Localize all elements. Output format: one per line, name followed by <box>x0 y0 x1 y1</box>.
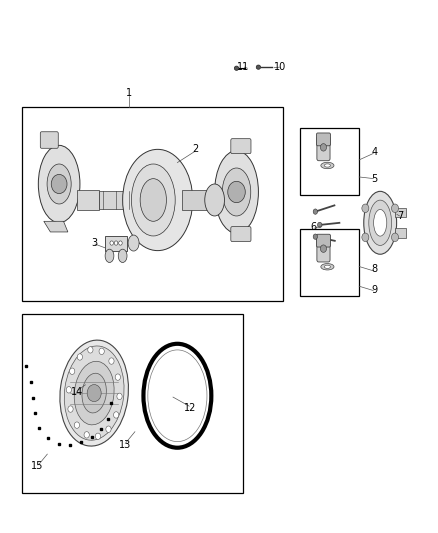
Bar <box>105 236 127 251</box>
Circle shape <box>74 422 80 429</box>
Bar <box>395 208 406 217</box>
Text: 10: 10 <box>274 62 286 71</box>
Circle shape <box>87 385 101 402</box>
FancyBboxPatch shape <box>317 237 330 262</box>
Ellipse shape <box>60 340 128 446</box>
Circle shape <box>115 374 120 381</box>
Circle shape <box>117 393 122 400</box>
Circle shape <box>392 233 399 241</box>
Circle shape <box>392 204 399 213</box>
Ellipse shape <box>74 361 114 425</box>
Text: 2: 2 <box>192 144 198 154</box>
Ellipse shape <box>369 200 392 245</box>
Ellipse shape <box>222 168 251 216</box>
Ellipse shape <box>148 350 207 441</box>
Bar <box>99 191 158 209</box>
Text: 11: 11 <box>237 62 249 71</box>
Text: 15: 15 <box>31 462 43 471</box>
Ellipse shape <box>82 373 106 413</box>
FancyBboxPatch shape <box>316 133 330 146</box>
Circle shape <box>228 181 245 203</box>
Circle shape <box>99 348 104 354</box>
Circle shape <box>114 241 118 245</box>
Bar <box>188 192 226 208</box>
Ellipse shape <box>128 235 139 251</box>
Text: 1: 1 <box>126 88 132 98</box>
Bar <box>22 107 283 301</box>
FancyBboxPatch shape <box>40 132 58 148</box>
Bar <box>77 190 99 209</box>
Circle shape <box>95 433 101 440</box>
Text: 14: 14 <box>71 387 83 397</box>
Circle shape <box>70 368 75 374</box>
Circle shape <box>321 245 326 252</box>
Text: 13: 13 <box>119 440 131 450</box>
Ellipse shape <box>256 65 261 69</box>
Circle shape <box>88 346 93 353</box>
Polygon shape <box>44 221 68 232</box>
Circle shape <box>119 241 122 245</box>
Bar <box>300 229 359 296</box>
Text: 6: 6 <box>310 222 316 231</box>
Ellipse shape <box>118 249 127 263</box>
FancyBboxPatch shape <box>231 139 251 154</box>
Text: 3: 3 <box>91 238 97 247</box>
Circle shape <box>110 241 113 245</box>
Circle shape <box>106 426 111 432</box>
Circle shape <box>66 386 71 393</box>
FancyBboxPatch shape <box>317 136 330 161</box>
Circle shape <box>51 174 67 193</box>
Ellipse shape <box>39 146 80 223</box>
Circle shape <box>362 204 369 213</box>
Ellipse shape <box>47 164 71 204</box>
Text: 8: 8 <box>371 264 378 274</box>
Circle shape <box>362 233 369 241</box>
Ellipse shape <box>140 179 166 221</box>
Circle shape <box>68 406 73 412</box>
Circle shape <box>113 411 119 418</box>
Circle shape <box>313 209 318 214</box>
Bar <box>182 190 215 209</box>
Text: 12: 12 <box>184 403 197 413</box>
Ellipse shape <box>123 149 193 251</box>
Ellipse shape <box>324 164 330 167</box>
Ellipse shape <box>64 346 124 440</box>
Circle shape <box>84 432 89 438</box>
Circle shape <box>109 358 114 364</box>
Ellipse shape <box>374 209 387 236</box>
Ellipse shape <box>131 164 175 236</box>
Ellipse shape <box>324 265 330 268</box>
Bar <box>22 314 243 493</box>
FancyBboxPatch shape <box>316 234 330 247</box>
Bar <box>191 191 215 208</box>
Ellipse shape <box>234 66 239 70</box>
Circle shape <box>318 222 322 228</box>
Ellipse shape <box>321 263 334 270</box>
FancyBboxPatch shape <box>231 227 251 241</box>
Text: 7: 7 <box>398 211 404 221</box>
Bar <box>395 228 406 238</box>
Text: 9: 9 <box>371 286 378 295</box>
Ellipse shape <box>105 249 114 263</box>
Circle shape <box>313 234 318 239</box>
Ellipse shape <box>205 184 224 216</box>
Bar <box>300 128 359 195</box>
Circle shape <box>77 354 82 360</box>
Text: 4: 4 <box>371 147 378 157</box>
Ellipse shape <box>364 191 396 254</box>
Ellipse shape <box>321 163 334 168</box>
Circle shape <box>321 143 326 151</box>
Text: 5: 5 <box>371 174 378 183</box>
Ellipse shape <box>215 151 258 233</box>
